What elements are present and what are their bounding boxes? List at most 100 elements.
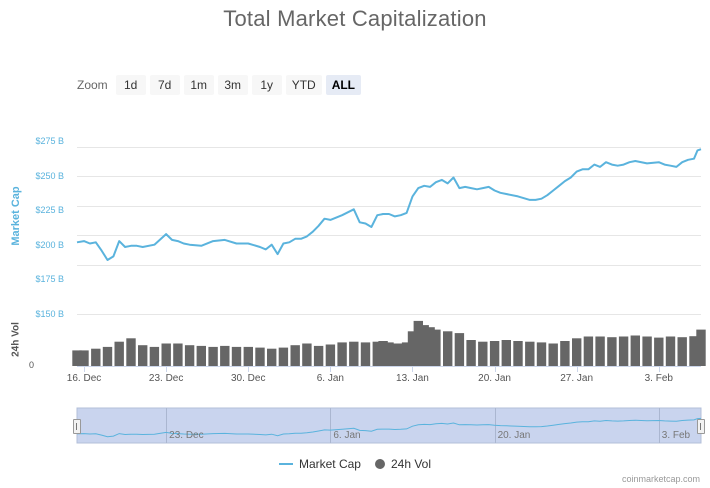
volume-bar xyxy=(72,350,82,366)
market-cap-chart xyxy=(72,147,706,444)
volume-bar xyxy=(413,320,423,366)
navigator-right-handle[interactable] xyxy=(697,419,705,434)
ytick-label: $175 B xyxy=(35,274,64,284)
volume-bar xyxy=(349,341,359,366)
volume-bar xyxy=(501,340,511,366)
volume-bar xyxy=(79,350,89,366)
ytick-label: $225 B xyxy=(35,205,64,215)
volume-bar xyxy=(161,343,171,366)
volume-bar xyxy=(360,342,371,366)
volume-bar xyxy=(243,346,253,366)
volume-bar xyxy=(372,341,382,366)
volume-bar xyxy=(407,331,418,366)
volume-bar xyxy=(665,336,676,366)
volume-bar xyxy=(149,346,160,366)
x-tick-label: 6. Jan xyxy=(316,373,344,384)
x-tick-label: 16. Dec xyxy=(66,373,102,384)
volume-bar xyxy=(630,335,640,366)
volume-bar xyxy=(384,342,394,366)
volume-bar xyxy=(642,336,652,366)
volume-bar xyxy=(572,338,582,366)
navigator xyxy=(76,407,702,444)
volume-bar xyxy=(401,342,412,366)
zoom-button-1m[interactable]: 1m xyxy=(183,75,214,95)
navigator-series-line xyxy=(76,417,702,438)
volume-bar xyxy=(278,347,289,366)
volume-bar xyxy=(302,343,312,366)
volume-bar xyxy=(489,341,500,366)
volume-bar xyxy=(255,347,265,366)
volume-bar xyxy=(443,331,453,366)
x-tick-label: 30. Dec xyxy=(231,373,266,384)
ytick-label: $250 B xyxy=(35,171,64,181)
ytick-label: $150 B xyxy=(35,309,64,319)
volume-bar xyxy=(390,343,400,366)
volume-bar xyxy=(595,336,605,366)
volume-bar xyxy=(184,345,195,366)
line-swatch-icon xyxy=(278,463,293,465)
volume-bar xyxy=(114,341,124,366)
volume-bar xyxy=(196,345,206,366)
navigator-selection xyxy=(76,407,702,444)
zoom-button-1d[interactable]: 1d xyxy=(115,75,146,95)
volume-bar xyxy=(525,341,535,366)
volume-bar xyxy=(313,345,324,366)
navigator-tick-label: 6. Jan xyxy=(333,430,361,441)
volume-bar xyxy=(138,345,148,366)
volume-bar xyxy=(173,343,183,366)
volume-bar xyxy=(208,346,218,366)
volume-bar xyxy=(607,337,617,366)
volume-bar xyxy=(654,337,664,366)
volume-bar xyxy=(267,348,277,366)
volume-bar xyxy=(677,337,687,366)
volume-bar xyxy=(431,329,441,366)
volume-bar xyxy=(102,346,113,366)
x-tick-label: 27. Jan xyxy=(560,373,594,384)
legend-label: Market Cap xyxy=(298,457,361,471)
x-tick-label: 23. Dec xyxy=(148,373,184,384)
zoom-button-3m[interactable]: 3m xyxy=(217,75,248,95)
volume-bar xyxy=(618,336,629,366)
volume-bar xyxy=(548,343,558,366)
x-tick-label: 20. Jan xyxy=(478,373,511,384)
x-tick-label: 13. Jan xyxy=(396,373,429,384)
legend-item-market-cap[interactable]: Market Cap xyxy=(278,457,361,471)
volume-bar xyxy=(396,343,406,366)
zoom-button-7d[interactable]: 7d xyxy=(149,75,180,95)
volume-zero-tick: 0 xyxy=(28,360,34,370)
volume-bar xyxy=(425,327,435,366)
volume-bar xyxy=(126,338,136,366)
series-line-market-cap xyxy=(76,148,702,261)
x-tick-label: 3. Feb xyxy=(644,373,673,384)
navigator-tick-label: 23. Dec xyxy=(169,430,204,441)
zoom-button-ytd[interactable]: YTD xyxy=(285,75,322,95)
volume-bar xyxy=(689,336,699,366)
zoom-label: Zoom xyxy=(77,78,108,92)
legend-item-volume[interactable]: 24h Vol xyxy=(374,457,431,471)
volume-bar xyxy=(513,341,523,366)
volume-bar xyxy=(454,333,465,366)
navigator-tick-label: 3. Feb xyxy=(661,430,691,441)
volume-bar xyxy=(378,341,388,366)
circle-swatch-icon xyxy=(374,459,385,469)
volume-bar xyxy=(91,348,101,366)
zoom-range-selector: Zoom 1d 7d 1m 3m 1y YTD ALL xyxy=(77,74,362,96)
ytick-label: $200 B xyxy=(35,240,64,250)
volume-bar xyxy=(466,340,476,366)
legend: Market Cap 24h Vol xyxy=(0,457,710,471)
credit-link[interactable]: coinmarketcap.com xyxy=(621,474,700,484)
volume-bar xyxy=(419,325,429,366)
ytick-label: $275 B xyxy=(35,136,64,146)
volume-bar xyxy=(337,342,347,366)
zoom-button-1y[interactable]: 1y xyxy=(251,75,282,95)
zoom-button-all[interactable]: ALL xyxy=(325,75,362,95)
volume-bar xyxy=(231,346,242,366)
volume-bars xyxy=(72,320,706,366)
volume-bar xyxy=(220,345,230,366)
volume-bar xyxy=(583,336,594,366)
volume-bar xyxy=(696,329,706,366)
navigator-left-handle[interactable] xyxy=(73,419,81,434)
volume-bar xyxy=(478,341,488,366)
volume-bar xyxy=(290,345,300,366)
navigator-tick-label: 20. Jan xyxy=(497,430,531,441)
